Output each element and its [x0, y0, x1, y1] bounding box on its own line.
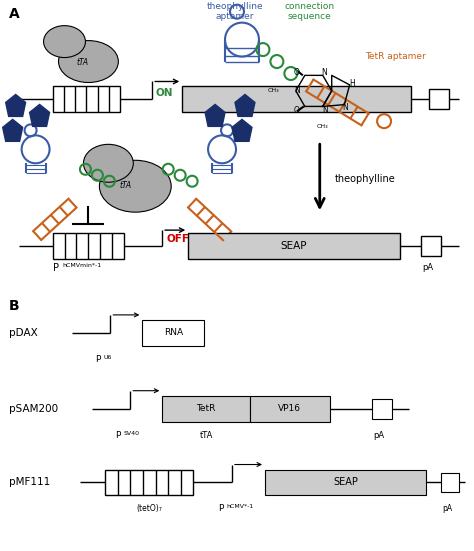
Polygon shape	[3, 120, 23, 142]
Text: SEAP: SEAP	[333, 478, 358, 488]
Text: connection
sequence: connection sequence	[285, 2, 335, 21]
Text: P: P	[95, 355, 101, 364]
Ellipse shape	[44, 26, 85, 57]
Text: TetR: TetR	[196, 404, 216, 413]
Ellipse shape	[100, 160, 171, 212]
Text: A: A	[9, 7, 19, 21]
Bar	[182, 87, 411, 112]
Polygon shape	[6, 94, 26, 116]
Text: P: P	[53, 263, 59, 273]
Text: N: N	[321, 68, 327, 77]
Bar	[372, 399, 392, 419]
Text: B: B	[9, 299, 19, 313]
Bar	[53, 233, 124, 259]
Polygon shape	[232, 120, 252, 142]
Ellipse shape	[58, 41, 118, 83]
Text: tTA: tTA	[200, 431, 213, 440]
Text: CH₃: CH₃	[267, 88, 279, 93]
Text: O: O	[294, 106, 300, 115]
Text: hCMVmin*-1: hCMVmin*-1	[63, 263, 101, 268]
Polygon shape	[205, 105, 225, 126]
Bar	[162, 396, 250, 422]
Text: tTA: tTA	[119, 181, 131, 190]
Text: theophylline
aptamer: theophylline aptamer	[207, 2, 264, 21]
Text: H: H	[349, 79, 355, 88]
Text: P: P	[115, 431, 121, 440]
Text: SEAP: SEAP	[281, 241, 307, 251]
Text: hCMV*-1: hCMV*-1	[226, 504, 253, 510]
Ellipse shape	[83, 144, 133, 182]
Text: U6: U6	[103, 355, 112, 360]
Text: tTA: tTA	[76, 58, 89, 67]
Text: theophylline: theophylline	[335, 174, 395, 184]
Bar	[105, 469, 193, 495]
Text: VP16: VP16	[278, 404, 301, 413]
Text: O: O	[294, 68, 300, 77]
Text: pA: pA	[422, 263, 433, 272]
Text: N: N	[322, 106, 328, 115]
Text: P: P	[218, 504, 223, 514]
Bar	[429, 89, 449, 110]
Text: (tetO)₇: (tetO)₇	[137, 504, 162, 514]
Text: pSAM200: pSAM200	[9, 404, 58, 414]
Text: pA: pA	[373, 431, 384, 440]
Text: ON: ON	[155, 89, 173, 99]
Text: pDAX: pDAX	[9, 328, 37, 338]
Polygon shape	[235, 94, 255, 116]
Text: pMF111: pMF111	[9, 478, 50, 488]
Polygon shape	[29, 105, 50, 126]
Text: N: N	[342, 103, 348, 112]
Bar	[441, 473, 459, 493]
Text: RNA: RNA	[164, 328, 183, 337]
Text: N: N	[294, 87, 300, 95]
Bar	[250, 396, 330, 422]
Text: SV40: SV40	[123, 431, 139, 436]
Bar	[142, 320, 204, 346]
Text: OFF: OFF	[166, 234, 189, 244]
Text: pA: pA	[442, 504, 453, 514]
Bar	[188, 233, 400, 259]
Bar	[421, 236, 441, 256]
Text: TetR aptamer: TetR aptamer	[365, 52, 425, 61]
Text: CH₃: CH₃	[317, 125, 328, 129]
Bar	[53, 87, 120, 112]
Bar	[265, 469, 427, 495]
